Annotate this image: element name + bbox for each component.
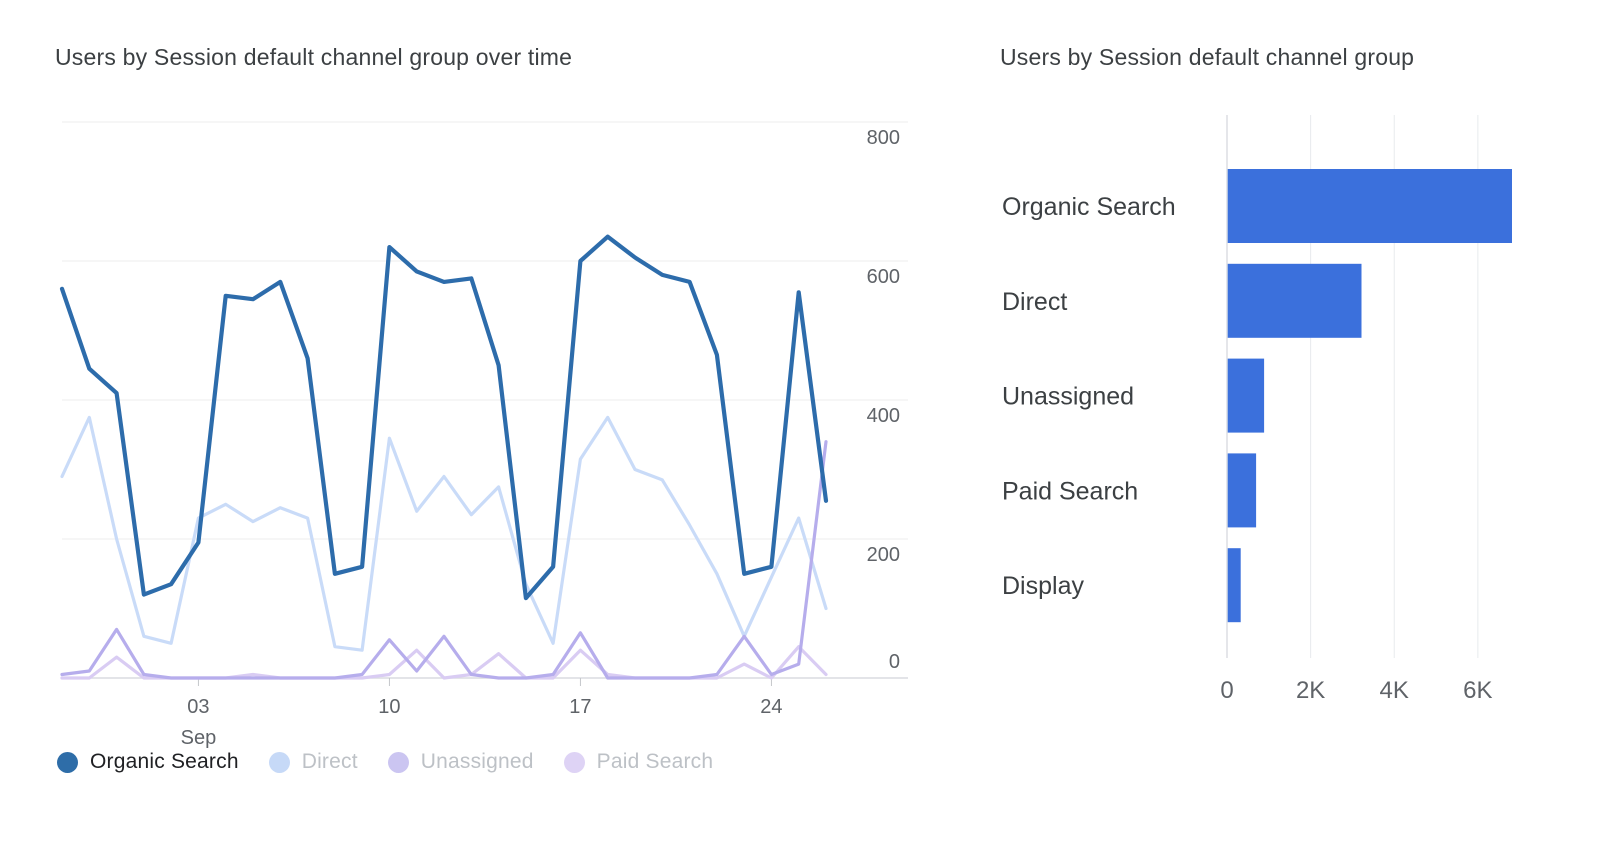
line-series-direct[interactable] [60,415,828,652]
bar-x-axis-label: 6K [1463,677,1492,704]
y-axis-label: 0 [889,651,900,673]
y-axis-label: 200 [867,544,900,566]
legend-dot-paid-search [563,751,585,773]
line-chart-legend: Organic Search Direct Unassigned Paid Searc… [57,750,713,774]
line-series-unassigned[interactable] [60,440,828,680]
bar-category-label-unassigned: Unassigned [1002,383,1134,411]
bar-chart-title: Users by Session default channel group [1000,44,1415,70]
legend-label: Paid Search [596,750,714,773]
legend-label: Direct [301,750,358,773]
legend-dot-direct [268,751,290,773]
legend-label: Organic Search [90,750,239,773]
x-axis-label: 17 [569,696,591,718]
bar-direct[interactable] [1227,263,1362,338]
x-axis-label: 03 [187,696,209,718]
y-axis-label: 600 [867,266,900,288]
legend-label: Unassigned [420,750,534,773]
bar-x-axis-label: 2K [1296,677,1325,704]
bar-category-label-organic-search: Organic Search [1002,193,1176,221]
bar-category-label-direct: Direct [1002,288,1067,316]
bar-category-label-paid-search: Paid Search [1002,477,1138,505]
bar-paid-search[interactable] [1227,453,1257,528]
bar-x-axis-label: 0 [1220,677,1233,704]
legend-item-direct[interactable]: Direct [268,750,358,774]
x-axis-label: 10 [378,696,400,718]
line-chart-canvas: 0 200 400 600 800 03 Sep 10 17 24 [59,121,908,749]
legend-dot-unassigned [387,751,409,773]
line-series-organic-search[interactable] [59,234,829,601]
bar-x-axis-label: 4K [1380,677,1409,704]
bar-category-label-display: Display [1002,572,1084,600]
y-axis-label: 400 [867,405,900,427]
legend-item-paid-search[interactable]: Paid Search [563,750,714,774]
line-chart-title: Users by Session default channel group o… [55,44,573,70]
x-axis-label: 24 [760,696,782,718]
y-axis-label: 800 [867,127,900,149]
bar-organic-search[interactable] [1227,169,1512,243]
bar-chart-canvas: Organic Search Direct Unassigned Paid Searc… [1002,115,1512,704]
legend-dot-organic-search [57,751,78,773]
legend-item-organic-search[interactable]: Organic Search [57,750,239,774]
bar-display[interactable] [1227,548,1241,623]
line-series-paid-search[interactable] [60,645,828,680]
legend-item-unassigned[interactable]: Unassigned [387,750,534,774]
x-axis-month-label: Sep [181,727,217,749]
bar-unassigned[interactable] [1227,358,1265,433]
